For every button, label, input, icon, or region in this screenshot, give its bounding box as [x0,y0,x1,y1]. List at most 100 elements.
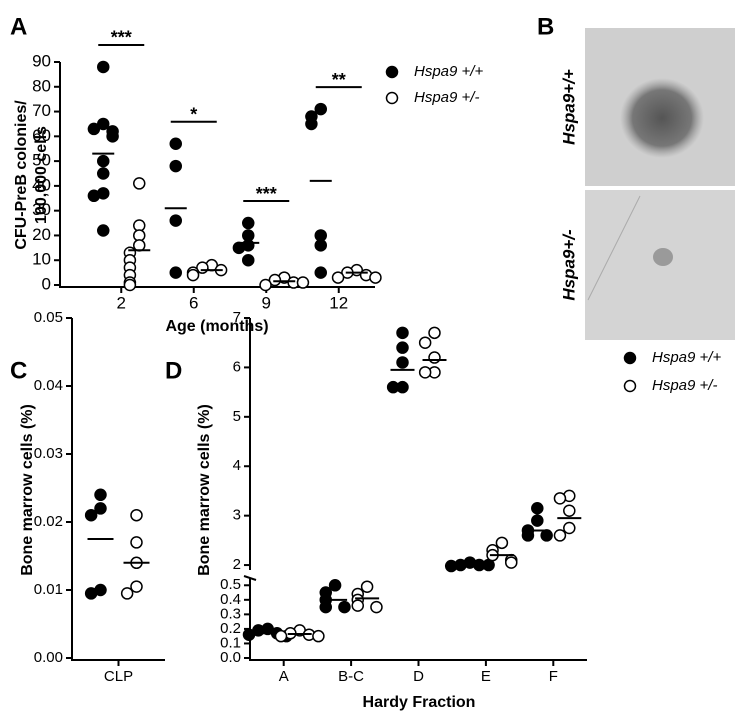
data-point [553,529,567,542]
data-point [169,266,182,279]
y-tick-label: 0.1 [220,634,241,651]
data-point [94,488,107,502]
data-point [169,137,182,151]
data-point [328,579,342,592]
y-tick-label: 0.01 [34,581,63,598]
legend-label: Hspa9 +/- [652,377,717,394]
data-point [268,273,282,287]
y-tick-label: 0 [42,274,51,293]
colony [620,78,704,158]
data-point [123,278,137,292]
data-point [428,351,441,364]
y-tick-label: 0.0 [220,649,241,666]
panel-letter: D [165,357,182,384]
image-label: Hspa9+/+ [559,69,578,145]
y-tick-label: 0.02 [34,513,63,530]
y-tick-label: 0.05 [34,309,63,326]
significance-label: * [190,105,197,125]
data-point [531,514,544,527]
data-point [97,154,110,168]
y-tick-label: 30 [32,200,51,219]
data-point [87,189,101,203]
data-point [305,117,318,131]
x-axis-label: Age (months) [165,318,268,335]
y-tick-label: 6 [233,358,241,375]
data-point [314,239,327,252]
data-point [396,341,409,354]
data-point [169,214,182,227]
y-tick-label: 80 [32,76,51,95]
axis-break [243,575,257,581]
data-point [97,117,110,131]
x-tick-label: F [549,668,558,685]
image-label: Hspa9+/- [559,229,578,301]
data-point [428,326,441,340]
y-axis-label: Bone marrow cells (%) [196,404,213,576]
data-point [97,167,110,180]
data-point [418,336,432,349]
y-tick-label: 0.5 [220,576,241,593]
data-point [94,502,107,515]
colony [653,248,673,266]
data-point [396,356,409,369]
legend-label: Hspa9 +/+ [414,63,483,80]
data-point [360,580,374,593]
data-point [130,508,143,522]
x-tick-label: 6 [189,293,198,312]
data-point [84,587,98,600]
y-tick-label: 0.03 [34,445,63,462]
y-tick-label: 4 [233,457,241,474]
data-point [505,556,518,569]
data-point [314,102,327,116]
data-point [186,268,200,282]
significance-label: *** [111,28,132,48]
legend-marker [623,379,637,393]
data-point [531,501,544,515]
x-tick-label: CLP [104,668,133,685]
data-point [169,159,182,173]
legend-label: Hspa9 +/+ [652,349,721,366]
y-tick-label: 90 [32,51,51,70]
y-axis-label: Bone marrow cells (%) [19,404,36,576]
y-tick-label: 50 [32,151,51,170]
data-point [87,122,101,136]
x-tick-label: 9 [262,293,271,312]
y-tick-label: 40 [32,175,51,194]
data-point [521,529,535,542]
data-point [312,629,325,643]
y-tick-label: 0.3 [220,605,241,622]
data-point [396,326,409,340]
data-point [106,130,119,143]
data-point [242,628,256,641]
data-point [338,600,351,614]
data-point [133,239,146,252]
legend-marker [385,91,399,105]
data-point [351,599,364,612]
significance-label: *** [256,184,277,204]
y-tick-label: 20 [32,225,51,244]
legend-marker [623,351,637,365]
x-tick-label: E [481,668,491,685]
x-tick-label: A [279,668,289,685]
y-axis-label: CFU-PreB colonies/ [13,100,30,250]
data-point [540,529,553,542]
y-tick-label: 7 [233,309,241,326]
y-axis-label: 100,000 cells [33,126,50,224]
x-tick-label: 12 [329,293,348,312]
data-point [495,536,509,550]
significance-label: ** [332,70,346,90]
y-tick-label: 0.04 [34,377,63,394]
data-point [563,521,576,535]
panel-letter: B [537,13,554,40]
x-tick-label: D [413,668,424,685]
data-point [242,253,255,267]
y-tick-label: 0.4 [220,591,241,608]
data-point [331,271,345,284]
data-point [418,366,432,379]
y-tick-label: 60 [32,126,51,145]
panel-letter: A [10,13,27,40]
x-axis-label: Hardy Fraction [363,694,476,711]
data-point [84,508,98,522]
y-tick-label: 3 [233,507,241,524]
data-point [232,241,246,255]
